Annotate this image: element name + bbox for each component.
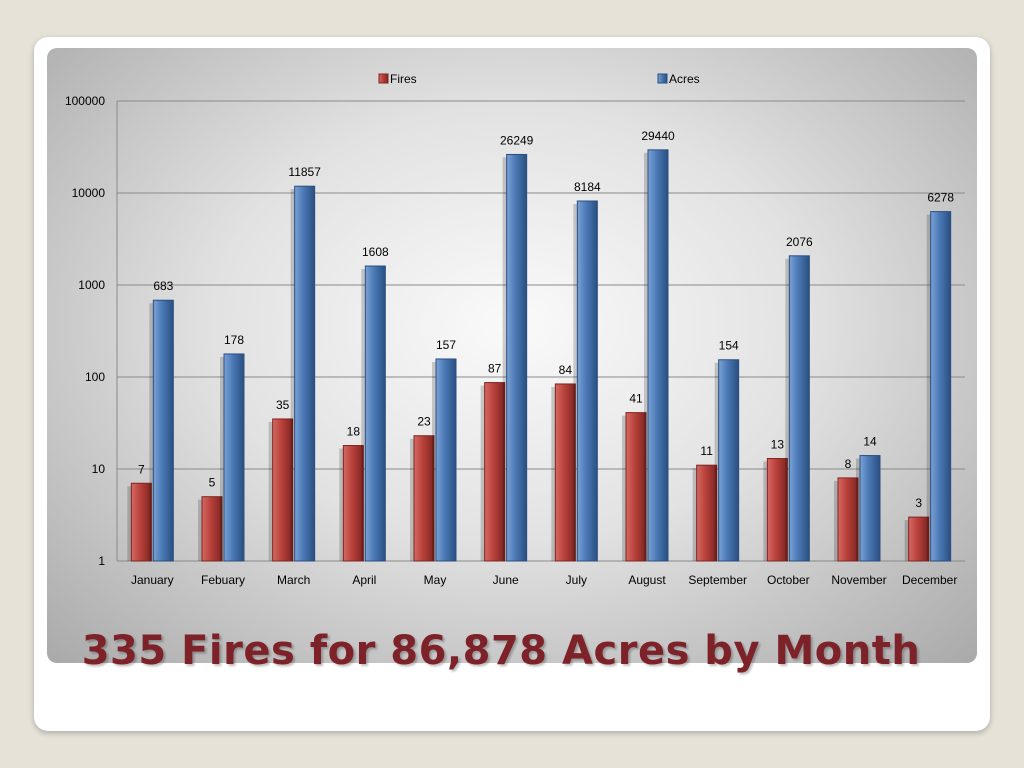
acres-bar <box>647 149 669 562</box>
x-tick-label: August <box>628 573 666 587</box>
legend: Fires Acres <box>378 72 700 86</box>
y-tick-label: 100000 <box>65 94 105 108</box>
x-tick-label: November <box>831 573 886 587</box>
x-tick-label: May <box>424 573 447 587</box>
fires-bar <box>413 435 435 562</box>
data-label: 29440 <box>641 129 675 143</box>
data-label: 8 <box>845 457 852 471</box>
x-tick-label: April <box>352 573 376 587</box>
grid-lines <box>116 100 965 562</box>
fires-bar <box>201 496 223 562</box>
x-tick-label: October <box>767 573 810 587</box>
data-label: 26249 <box>500 133 534 147</box>
x-tick-label: January <box>131 573 174 587</box>
acres-bar <box>788 255 810 562</box>
x-tick-label: June <box>493 573 519 587</box>
acres-bar <box>223 353 245 562</box>
x-tick-label: Febuary <box>201 573 245 587</box>
data-label: 7 <box>138 462 145 476</box>
acres-bar <box>364 265 386 562</box>
data-label: 18 <box>347 425 361 439</box>
acres-bar <box>930 211 952 562</box>
legend-swatch-acres <box>657 73 668 84</box>
acres-bar <box>435 358 457 562</box>
legend-label: Fires <box>390 72 417 86</box>
fires-bar <box>696 464 718 562</box>
acres-bar <box>294 185 316 562</box>
y-tick-label: 100 <box>85 370 105 384</box>
y-tick-label: 1000 <box>78 278 105 292</box>
data-label: 2076 <box>786 235 813 249</box>
bars: 7 683 5 178 35 11857 18 1608 23 157 87 26249 84 8184 4… <box>127 129 954 562</box>
acres-bar <box>859 455 881 562</box>
data-label: 3 <box>915 496 922 510</box>
data-label: 157 <box>436 338 456 352</box>
x-tick-label: September <box>688 573 747 587</box>
data-label: 11857 <box>288 165 321 179</box>
y-tick-label: 10000 <box>72 186 106 200</box>
data-label: 5 <box>209 476 216 490</box>
data-label: 683 <box>153 279 173 293</box>
acres-bar <box>718 359 740 562</box>
fires-bar <box>484 382 506 562</box>
fires-bar <box>625 412 647 562</box>
acres-bar <box>506 153 528 562</box>
fires-bar <box>130 482 152 562</box>
data-label: 154 <box>719 339 739 353</box>
acres-bar <box>152 299 174 562</box>
fires-bar <box>272 418 294 562</box>
data-label: 1608 <box>362 245 389 259</box>
x-axis-ticks: January Febuary March April May June July Augus… <box>131 573 957 587</box>
x-tick-label: July <box>566 573 587 587</box>
fires-bar <box>766 458 788 562</box>
data-label: 6278 <box>927 191 954 205</box>
data-label: 11 <box>700 444 713 458</box>
data-label: 41 <box>629 392 643 406</box>
data-label: 13 <box>771 438 785 452</box>
fires-bar <box>908 516 930 562</box>
fires-bar <box>837 477 859 562</box>
y-axis-ticks: 1 10 100 1000 10000 100000 <box>65 94 105 568</box>
acres-bar <box>576 200 598 562</box>
legend-label: Acres <box>669 72 700 86</box>
data-label: 14 <box>863 435 877 449</box>
legend-swatch-fires <box>378 73 389 84</box>
data-label: 35 <box>276 398 290 412</box>
data-label: 84 <box>559 363 573 377</box>
y-tick-label: 1 <box>98 554 105 568</box>
fires-bar <box>342 445 364 562</box>
fires-bar <box>554 383 576 562</box>
data-label: 8184 <box>574 180 601 194</box>
slide-title: 335 Fires for 86,878 Acres by Month <box>81 628 921 674</box>
y-tick-label: 10 <box>92 462 106 476</box>
data-label: 23 <box>417 415 431 429</box>
data-label: 87 <box>488 362 502 376</box>
data-label: 178 <box>224 333 244 347</box>
x-tick-label: December <box>902 573 957 587</box>
x-tick-label: March <box>277 573 310 587</box>
